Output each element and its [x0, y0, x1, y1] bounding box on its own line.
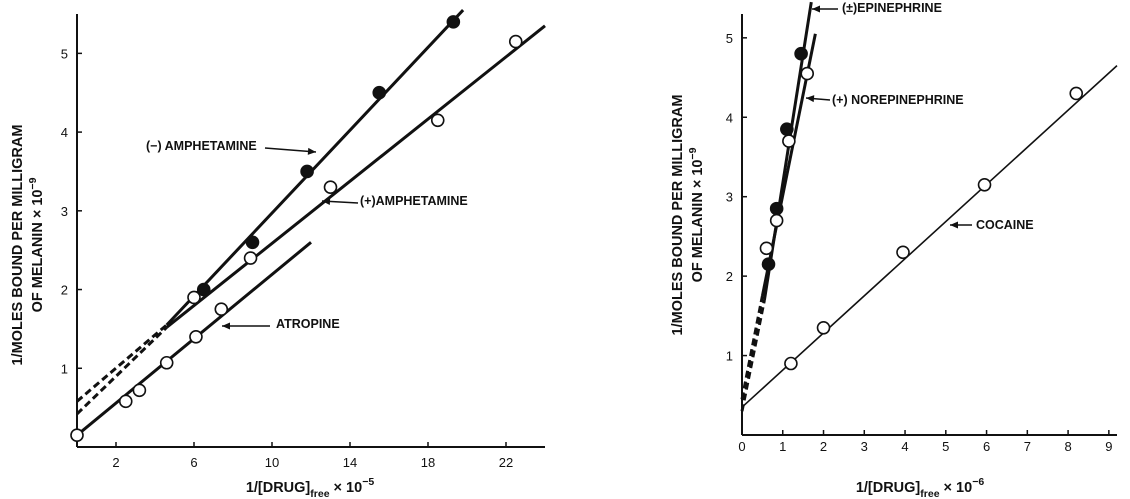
left-x-tick-label: 2 — [112, 455, 119, 470]
right-x-tick-label: 6 — [983, 439, 990, 454]
left-series-1-point — [430, 113, 445, 128]
right-x-tick-label: 9 — [1105, 439, 1112, 454]
left-series-2-point — [214, 302, 229, 317]
left-series-0-label-arrow — [264, 147, 317, 153]
right-x-tick-label: 7 — [1024, 439, 1031, 454]
left-series-1-label-arrowhead — [322, 197, 331, 205]
left-series-0-label-arrowhead — [307, 147, 316, 155]
left-series-2-point — [159, 355, 174, 370]
left-y-tick-label: 4 — [61, 125, 68, 140]
right-x-axis-label: 1/[DRUG]free × 10−6 — [856, 476, 985, 499]
right-y-tick-label: 5 — [726, 31, 733, 46]
left-y-axis-label-line2: OF MELANIN × 10−9 — [27, 177, 46, 312]
right-x-tick-label: 4 — [901, 439, 908, 454]
left-x-tick-label: 18 — [421, 455, 435, 470]
right-series-1-fit-dashed — [740, 295, 764, 400]
left-series-2-label: ATROPINE — [276, 317, 340, 331]
right-x-tick-label: 1 — [779, 439, 786, 454]
right-series-2-label: COCAINE — [976, 218, 1034, 232]
right-series-1-label: (+) NOREPINEPHRINE — [832, 93, 964, 107]
right-panel: 1 2 3 4 5 0 1 2 3 4 5 6 7 8 9 (±)EPINEPHRINE (+) NOREPIN… — [670, 1, 1118, 499]
right-y-axis-label-line1: 1/MOLES BOUND PER MILLIGRAM — [670, 95, 686, 336]
right-y-tick-label: 4 — [726, 110, 733, 125]
left-plot-marks: 1 2 3 4 5 2 6 10 14 18 22 (−) AMPHETAMINE (+)AMPHETA… — [61, 9, 546, 470]
left-series-1-point — [243, 251, 258, 265]
left-x-tick-label: 22 — [499, 455, 513, 470]
right-plot-marks: 1 2 3 4 5 0 1 2 3 4 5 6 7 8 9 (±)EPINEPHRINE (+) NOREPIN… — [726, 1, 1118, 454]
right-series-1-point — [800, 66, 815, 81]
right-x-tick-label: 5 — [942, 439, 949, 454]
right-y-tick-label: 3 — [726, 190, 733, 205]
left-series-2-point — [70, 428, 84, 442]
left-series-1-point — [187, 290, 201, 305]
right-series-0-point — [794, 46, 808, 61]
left-series-2-point — [118, 394, 133, 409]
right-series-2-point — [816, 320, 831, 335]
right-series-2-fit-line — [741, 65, 1118, 408]
left-series-1-point — [323, 180, 338, 194]
right-series-0-label: (±)EPINEPHRINE — [842, 1, 942, 15]
right-series-1-point — [769, 213, 784, 228]
right-series-2-point — [784, 356, 798, 371]
left-x-tick-label: 14 — [343, 455, 357, 470]
left-panel: 1 2 3 4 5 2 6 10 14 18 22 (−) AMPHETAMINE (+)AMPHETA… — [10, 9, 546, 499]
left-series-0-point — [446, 15, 461, 29]
left-series-2-label-arrowhead — [222, 322, 230, 330]
left-series-1-point — [508, 34, 523, 49]
left-series-0-point — [245, 235, 260, 250]
right-series-2-label-arrowhead — [950, 221, 958, 229]
left-series-2-point — [132, 383, 147, 398]
right-x-tick-label: 3 — [861, 439, 868, 454]
right-series-1-label-arrowhead — [806, 95, 815, 103]
right-x-tick-label: 2 — [820, 439, 827, 454]
left-x-tick-label: 10 — [265, 455, 279, 470]
left-y-tick-label: 1 — [61, 361, 68, 376]
right-series-2-point — [1069, 86, 1084, 101]
left-series-1-label: (+)AMPHETAMINE — [360, 194, 468, 208]
left-series-0-point — [196, 282, 211, 297]
left-series-0-fit-dashed — [76, 323, 168, 403]
right-series-0-point — [780, 122, 794, 136]
right-x-tick-label: 8 — [1064, 439, 1071, 454]
left-series-0-point — [300, 164, 314, 179]
right-series-1-point — [759, 241, 774, 256]
left-series-1-fit-dashed — [75, 326, 168, 416]
left-series-0-point — [372, 85, 387, 100]
left-series-2-point — [189, 329, 203, 344]
left-y-tick-label: 5 — [61, 46, 68, 61]
left-y-tick-label: 2 — [61, 283, 68, 298]
left-series-0-label: (−) AMPHETAMINE — [146, 139, 257, 153]
right-y-tick-label: 1 — [726, 349, 733, 364]
right-y-tick-label: 2 — [726, 269, 733, 284]
left-x-axis-label: 1/[DRUG]free × 10−5 — [246, 476, 375, 499]
right-series-0-fit-dashed — [740, 299, 766, 412]
right-series-2-point — [896, 245, 910, 260]
left-y-tick-label: 3 — [61, 204, 68, 219]
left-series-1-fit-line — [165, 24, 546, 329]
right-series-0-label-arrowhead — [812, 5, 820, 13]
left-y-axis-label-line1: 1/MOLES BOUND PER MILLIGRAM — [10, 125, 26, 366]
left-series-0-fit-line — [165, 9, 465, 327]
left-x-tick-label: 6 — [190, 455, 197, 470]
right-x-tick-label: 0 — [738, 439, 745, 454]
right-series-1-point — [782, 134, 796, 148]
right-series-2-point — [977, 177, 992, 192]
right-y-axis-label-line2: OF MELANIN × 10−9 — [687, 147, 706, 282]
